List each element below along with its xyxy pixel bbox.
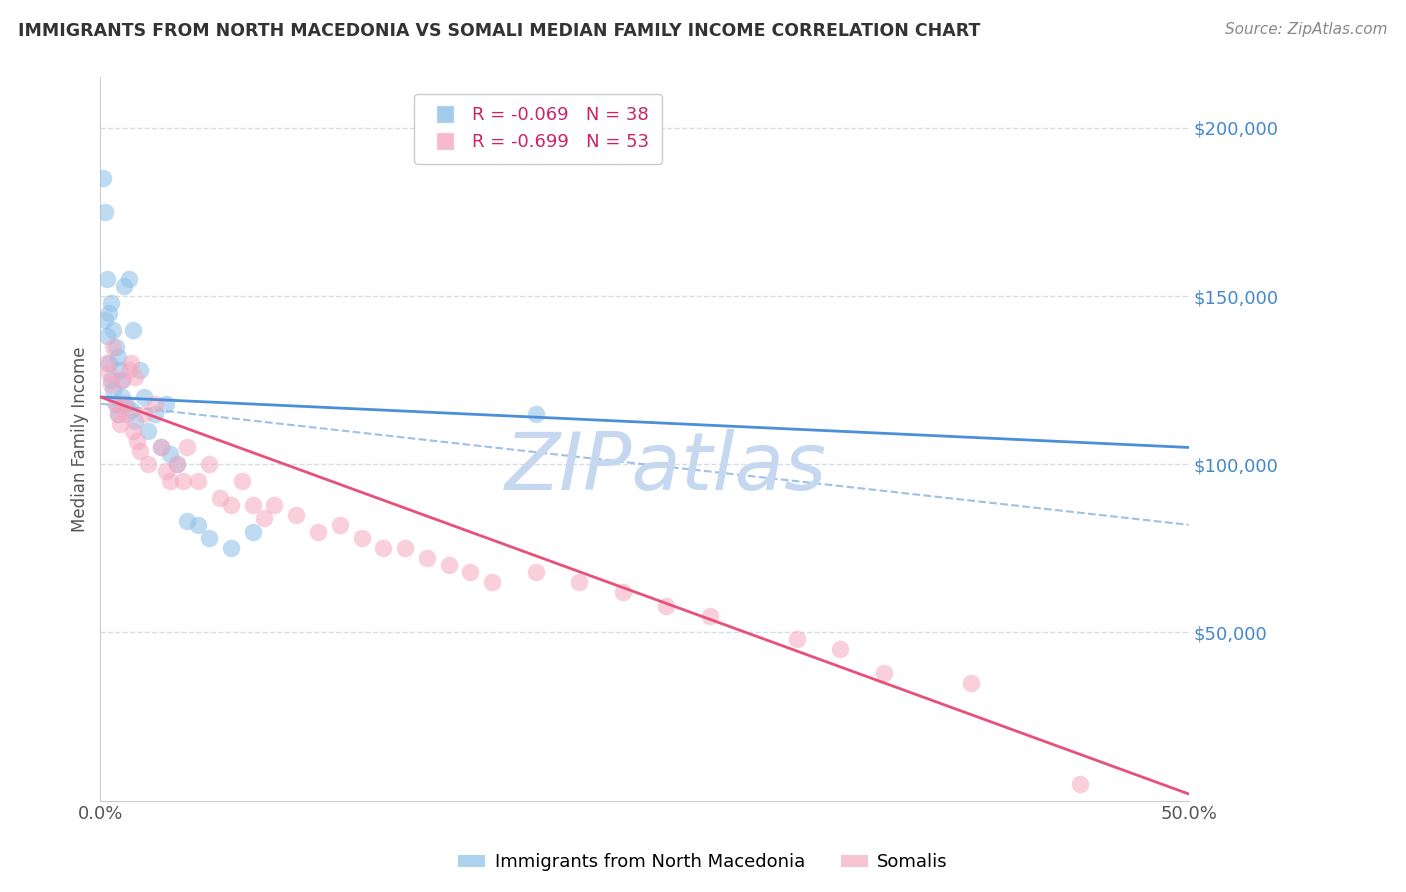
Point <box>307 524 329 539</box>
Point <box>252 511 274 525</box>
Point <box>103 339 125 353</box>
Point <box>699 608 721 623</box>
Point <box>104 397 127 411</box>
Point <box>143 397 166 411</box>
Text: IMMIGRANTS FROM NORTH MACEDONIA VS SOMALI MEDIAN FAMILY INCOME CORRELATION CHART: IMMIGRANTS FROM NORTH MACEDONIA VS SOMAL… <box>18 22 980 40</box>
Point <box>115 407 138 421</box>
Point <box>143 407 166 421</box>
Point <box>103 323 125 337</box>
Point <box>111 373 134 387</box>
Point <box>93 205 115 219</box>
Point <box>112 279 135 293</box>
Point <box>159 474 181 488</box>
Point <box>568 574 591 589</box>
Point <box>612 585 634 599</box>
Point <box>96 329 118 343</box>
Point <box>437 558 460 573</box>
Point <box>120 356 142 370</box>
Point <box>107 407 129 421</box>
Point <box>655 599 678 613</box>
Point <box>100 373 122 387</box>
Point <box>112 397 135 411</box>
Point <box>873 665 896 680</box>
Point <box>166 457 188 471</box>
Text: Source: ZipAtlas.com: Source: ZipAtlas.com <box>1225 22 1388 37</box>
Point <box>187 474 209 488</box>
Point <box>108 417 131 431</box>
Point <box>329 517 352 532</box>
Point <box>209 491 232 505</box>
Legend: Immigrants from North Macedonia, Somalis: Immigrants from North Macedonia, Somalis <box>451 847 955 879</box>
Point <box>91 171 114 186</box>
Point <box>187 517 209 532</box>
Point <box>98 367 121 381</box>
Point <box>96 272 118 286</box>
Point <box>100 376 122 391</box>
Point <box>111 390 134 404</box>
Legend: R = -0.069   N = 38, R = -0.699   N = 53: R = -0.069 N = 38, R = -0.699 N = 53 <box>415 94 662 164</box>
Point <box>198 457 221 471</box>
Point <box>786 632 808 647</box>
Text: ZIPatlas: ZIPatlas <box>505 429 827 507</box>
Point <box>231 474 253 488</box>
Point <box>166 457 188 471</box>
Point <box>460 565 482 579</box>
Point <box>481 574 503 589</box>
Y-axis label: Median Family Income: Median Family Income <box>72 346 89 532</box>
Point <box>285 508 308 522</box>
Point <box>159 447 181 461</box>
Point <box>100 295 122 310</box>
Point <box>108 363 131 377</box>
Point <box>107 407 129 421</box>
Point <box>124 413 146 427</box>
Point <box>128 443 150 458</box>
Point <box>219 541 242 556</box>
Point <box>373 541 395 556</box>
Point <box>111 373 134 387</box>
Point <box>198 531 221 545</box>
Point <box>155 397 177 411</box>
Point <box>115 397 138 411</box>
Point <box>136 424 159 438</box>
Point <box>104 397 127 411</box>
Point <box>176 441 198 455</box>
Point <box>960 676 983 690</box>
Point <box>394 541 416 556</box>
Point <box>263 498 285 512</box>
Point <box>93 312 115 326</box>
Point <box>107 350 129 364</box>
Point <box>96 356 118 370</box>
Point <box>104 339 127 353</box>
Point <box>172 474 194 488</box>
Point <box>219 498 242 512</box>
Point <box>98 356 121 370</box>
Point <box>416 551 439 566</box>
Point <box>122 424 145 438</box>
Point <box>242 498 264 512</box>
Point <box>117 272 139 286</box>
Point <box>122 323 145 337</box>
Point <box>242 524 264 539</box>
Point <box>136 457 159 471</box>
Point <box>155 464 177 478</box>
Point <box>132 390 155 404</box>
Point <box>1069 777 1091 791</box>
Point <box>150 441 173 455</box>
Point <box>98 306 121 320</box>
Point <box>350 531 373 545</box>
Point <box>830 642 852 657</box>
Point <box>176 515 198 529</box>
Point <box>127 434 149 448</box>
Point <box>128 363 150 377</box>
Point <box>132 407 155 421</box>
Point <box>124 369 146 384</box>
Point <box>150 441 173 455</box>
Point <box>117 363 139 377</box>
Point <box>524 565 547 579</box>
Point <box>524 407 547 421</box>
Point <box>120 403 142 417</box>
Point <box>103 384 125 398</box>
